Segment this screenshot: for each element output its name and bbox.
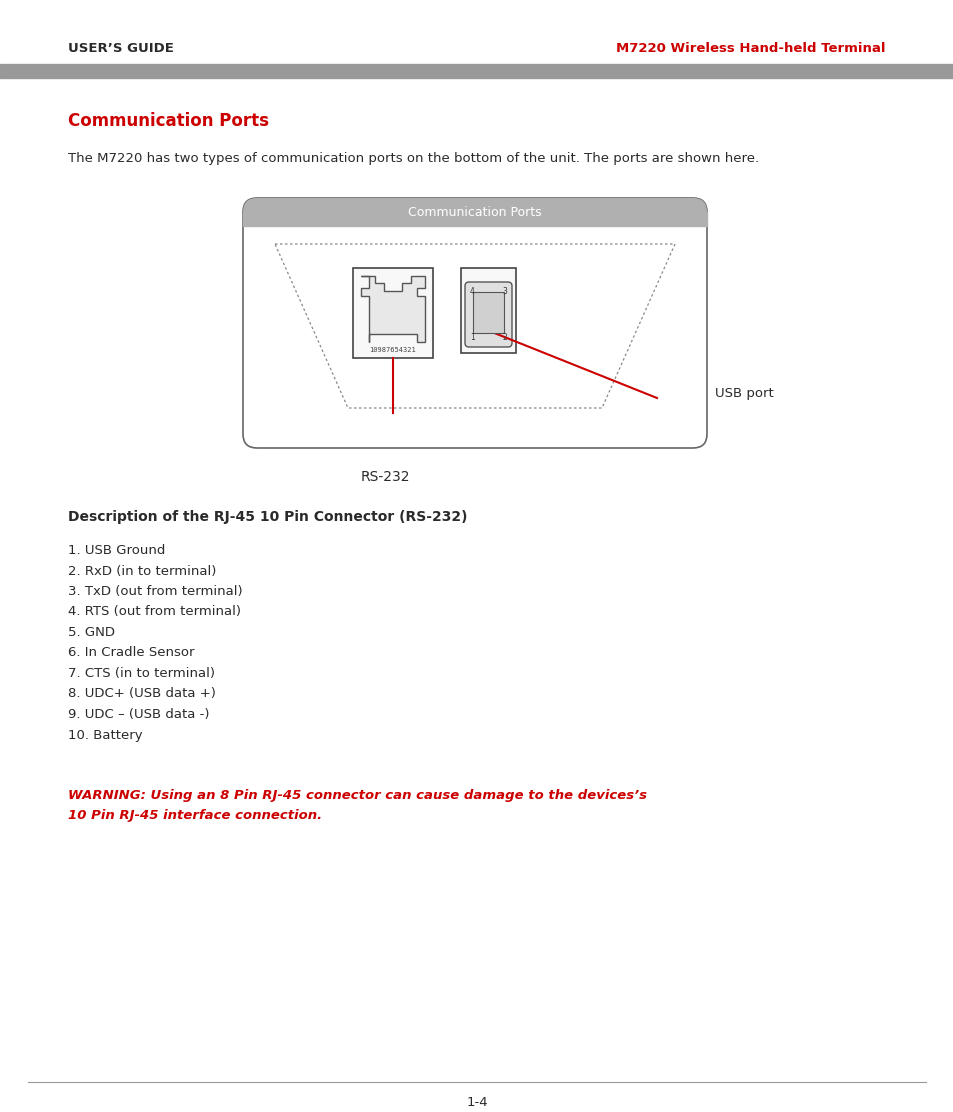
Text: RS-232: RS-232 [360,470,410,484]
Text: 3: 3 [501,287,506,296]
Text: 4: 4 [470,287,475,296]
Text: 8. UDC+ (USB data +): 8. UDC+ (USB data +) [68,687,215,701]
Text: 6. In Cradle Sensor: 6. In Cradle Sensor [68,646,194,659]
Text: WARNING: Using an 8 Pin RJ-45 connector can cause damage to the devices’s: WARNING: Using an 8 Pin RJ-45 connector … [68,790,646,802]
FancyBboxPatch shape [464,282,512,347]
Text: 1. USB Ground: 1. USB Ground [68,544,165,557]
Text: 10. Battery: 10. Battery [68,728,143,742]
Bar [353,268,433,358]
Text: 10 Pin RJ-45 interface connection.: 10 Pin RJ-45 interface connection. [68,810,322,822]
Text: USER’S GUIDE: USER’S GUIDE [68,41,173,54]
Text: Description of the RJ-45 10 Pin Connector (RS-232): Description of the RJ-45 10 Pin Connecto… [68,510,467,524]
Text: 1-4: 1-4 [466,1096,487,1109]
Bar [460,268,516,353]
Polygon shape [360,276,424,342]
Text: 4. RTS (out from terminal): 4. RTS (out from terminal) [68,606,241,618]
Text: 5. GND: 5. GND [68,626,115,639]
Bar [0,64,953,78]
FancyBboxPatch shape [243,198,706,448]
Bar [473,292,503,332]
Text: 7. CTS (in to terminal): 7. CTS (in to terminal) [68,667,214,681]
Text: 2. RxD (in to terminal): 2. RxD (in to terminal) [68,565,216,577]
Bar [243,212,706,226]
Text: 3. TxD (out from terminal): 3. TxD (out from terminal) [68,585,242,598]
Text: 9. UDC – (USB data -): 9. UDC – (USB data -) [68,708,210,721]
Text: M7220 Wireless Hand-held Terminal: M7220 Wireless Hand-held Terminal [616,41,885,54]
Text: 10987654321: 10987654321 [369,347,416,353]
FancyBboxPatch shape [243,198,706,226]
Text: 2: 2 [501,332,506,342]
Text: The M7220 has two types of communication ports on the bottom of the unit. The po: The M7220 has two types of communication… [68,152,759,165]
Text: Communication Ports: Communication Ports [408,206,541,218]
Text: 1: 1 [470,332,475,342]
Text: USB port: USB port [714,387,773,399]
Text: Communication Ports: Communication Ports [68,112,269,130]
